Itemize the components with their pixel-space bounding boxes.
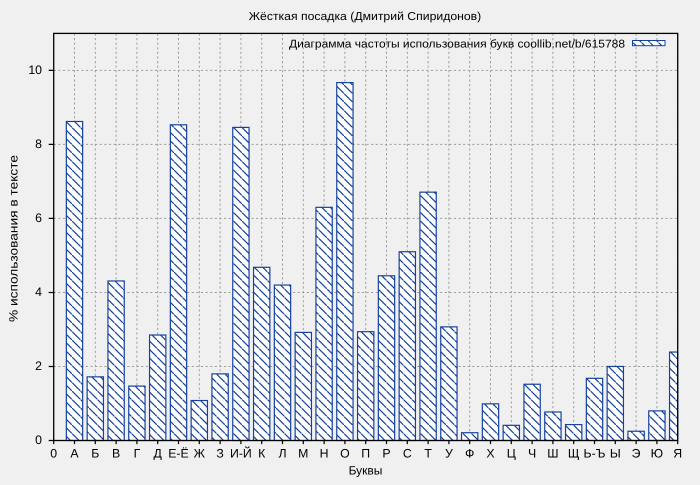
svg-text:Буквы: Буквы <box>349 463 383 477</box>
svg-text:Ж: Ж <box>194 446 206 460</box>
svg-text:И-Й: И-Й <box>230 445 252 460</box>
svg-text:Э: Э <box>632 446 641 460</box>
svg-text:0: 0 <box>35 433 42 447</box>
svg-text:10: 10 <box>28 63 42 77</box>
svg-text:О: О <box>340 446 350 460</box>
svg-text:2: 2 <box>35 359 42 373</box>
svg-text:0: 0 <box>50 446 57 460</box>
svg-text:Ч: Ч <box>528 446 536 460</box>
svg-text:Ф: Ф <box>465 446 474 460</box>
svg-text:Жёсткая посадка (Дмитрий Спири: Жёсткая посадка (Дмитрий Спиридонов) <box>249 11 482 23</box>
svg-text:% использования в тексте: % использования в тексте <box>7 155 21 322</box>
svg-text:З: З <box>216 446 223 460</box>
svg-text:6: 6 <box>35 211 42 225</box>
svg-text:Ц: Ц <box>507 446 516 460</box>
svg-text:Л: Л <box>278 446 286 460</box>
svg-text:М: М <box>298 446 308 460</box>
svg-text:Щ: Щ <box>568 446 580 460</box>
svg-text:У: У <box>445 446 453 460</box>
svg-text:Ь-Ъ: Ь-Ъ <box>584 446 606 460</box>
svg-text:Т: Т <box>424 446 432 460</box>
svg-text:4: 4 <box>35 285 42 299</box>
svg-text:В: В <box>112 446 120 460</box>
svg-text:Г: Г <box>134 446 141 460</box>
svg-text:А: А <box>70 446 79 460</box>
svg-text:К: К <box>258 446 266 460</box>
svg-text:Х: Х <box>486 446 494 460</box>
svg-text:8: 8 <box>35 137 42 151</box>
svg-text:П: П <box>361 446 370 460</box>
svg-text:Б: Б <box>91 446 99 460</box>
svg-text:Ю: Ю <box>651 446 663 460</box>
svg-text:Ш: Ш <box>547 446 558 460</box>
svg-text:Я: Я <box>673 446 682 460</box>
svg-text:Н: Н <box>320 446 329 460</box>
svg-text:Диаграмма частоты использовани: Диаграмма частоты использования букв coo… <box>289 38 625 50</box>
svg-text:Р: Р <box>382 446 390 460</box>
svg-text:Е-Ё: Е-Ё <box>168 446 189 460</box>
svg-text:Ы: Ы <box>610 446 621 460</box>
svg-text:С: С <box>403 446 412 460</box>
svg-text:Д: Д <box>154 446 163 460</box>
